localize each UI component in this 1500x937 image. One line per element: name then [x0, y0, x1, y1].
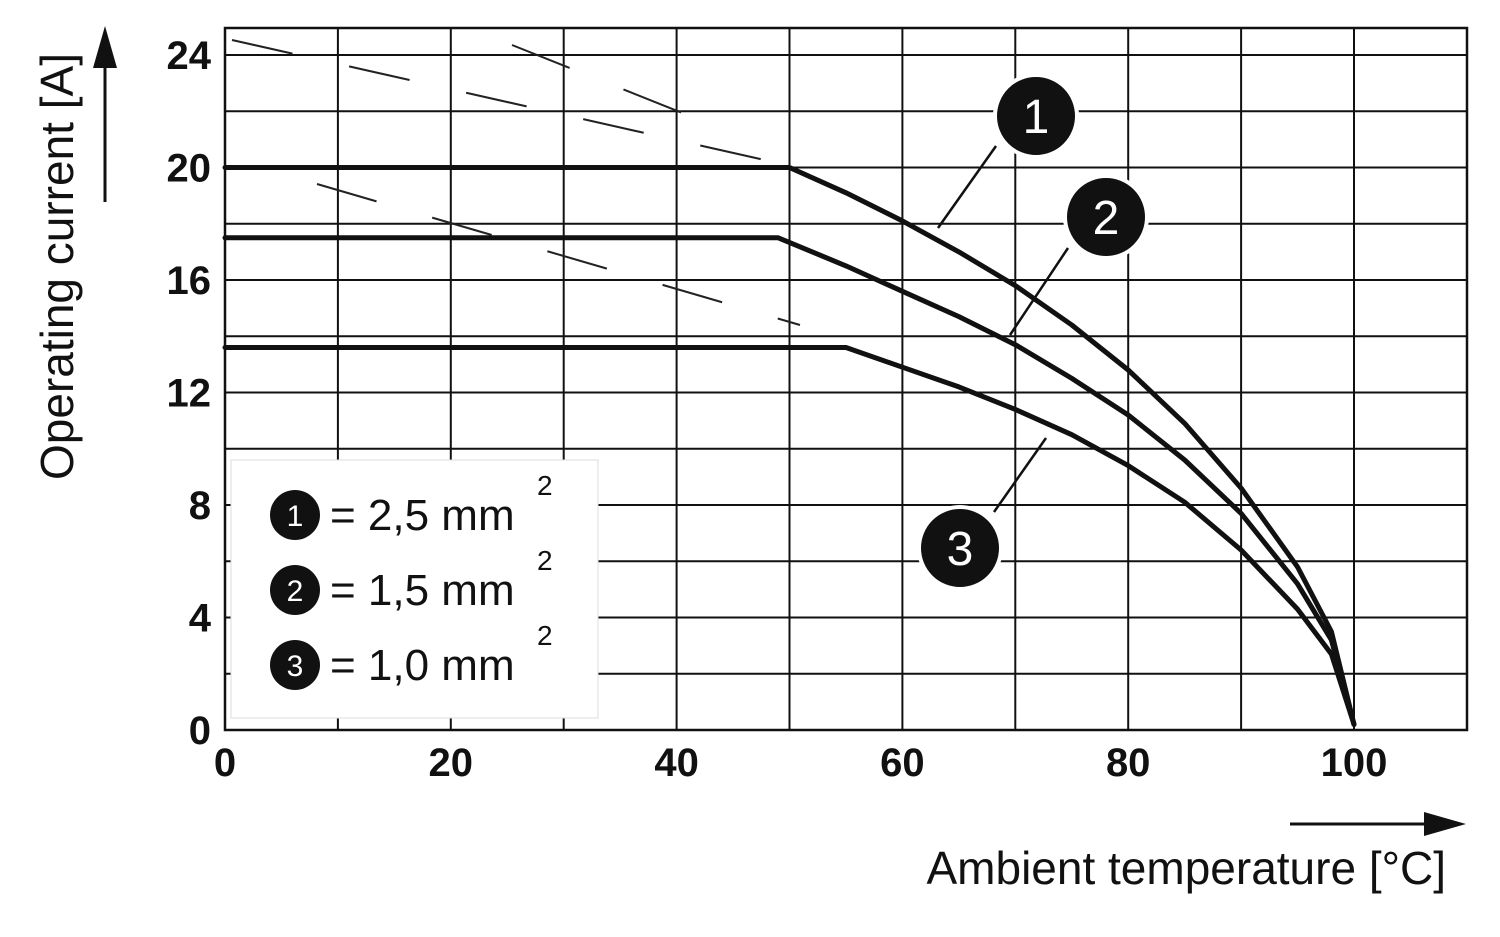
series-2-line	[222, 235, 1357, 727]
series-badge-3	[917, 505, 1003, 591]
legend-marker-2	[270, 565, 320, 615]
y-tick-label: 24	[167, 34, 212, 78]
legend-entry-text: = 1,5 mm	[330, 566, 515, 615]
x-axis-arrowhead	[1424, 812, 1466, 836]
legend-marker-number: 2	[287, 575, 304, 608]
leader-line-1	[936, 145, 998, 229]
leader-line-3	[992, 437, 1048, 513]
y-tick-label: 8	[189, 484, 211, 528]
plot-border	[223, 26, 1469, 732]
y-axis-arrowhead	[93, 26, 117, 68]
series-badge-number: 3	[947, 523, 974, 576]
y-tick-label: 0	[189, 709, 211, 753]
legend: 1 = 2,5 mm 2 2 = 1,5 mm 2 3 = 1,0 mm 2	[270, 470, 553, 690]
x-tick-labels: 0 20 40 60 80 100	[214, 741, 1388, 785]
x-tick-label: 80	[1106, 741, 1151, 785]
legend-entry-superscript: 2	[537, 545, 553, 576]
y-tick-label: 20	[167, 147, 212, 191]
x-tick-label: 40	[654, 741, 699, 785]
legend-entry-text: = 1,0 mm	[330, 641, 515, 690]
x-tick-label: 0	[214, 741, 236, 785]
x-tick-label: 20	[429, 741, 474, 785]
y-tick-label: 4	[189, 597, 212, 641]
x-axis-title: Ambient temperature [°C]	[927, 842, 1447, 894]
series-1-line	[222, 165, 1357, 727]
y-tick-label: 12	[167, 372, 212, 416]
y-tick-label: 16	[167, 259, 212, 303]
dashed-guide-line	[316, 183, 801, 326]
series-3-line	[222, 345, 1357, 727]
series-badge-number: 2	[1093, 192, 1120, 245]
series-badge-number: 1	[1023, 91, 1050, 144]
series-badge-1	[993, 73, 1079, 159]
plot-frame	[223, 26, 1469, 732]
legend-entry-superscript: 2	[537, 620, 553, 651]
legend-marker-3	[270, 640, 320, 690]
series-group	[222, 165, 1357, 727]
series-badge-2	[1063, 174, 1149, 260]
leader-lines	[936, 145, 1070, 513]
legend-marker-number: 1	[287, 500, 304, 533]
legend-marker-number: 3	[287, 650, 304, 683]
y-tick-labels: 0 4 8 12 16 20 24	[167, 34, 212, 753]
series-badges: 12 3	[917, 73, 1149, 591]
x-tick-label: 60	[880, 741, 925, 785]
legend-entry-text: = 2,5 mm	[330, 491, 515, 540]
y-axis-title: Operating current [A]	[31, 53, 83, 480]
dashed-hatching	[231, 39, 801, 326]
legend-entry-superscript: 2	[537, 470, 553, 501]
dashed-guide-line	[231, 39, 801, 169]
leader-line-2	[1008, 247, 1070, 336]
dashed-guide-line	[511, 44, 691, 117]
legend-marker-1	[270, 490, 320, 540]
x-tick-label: 100	[1321, 741, 1388, 785]
